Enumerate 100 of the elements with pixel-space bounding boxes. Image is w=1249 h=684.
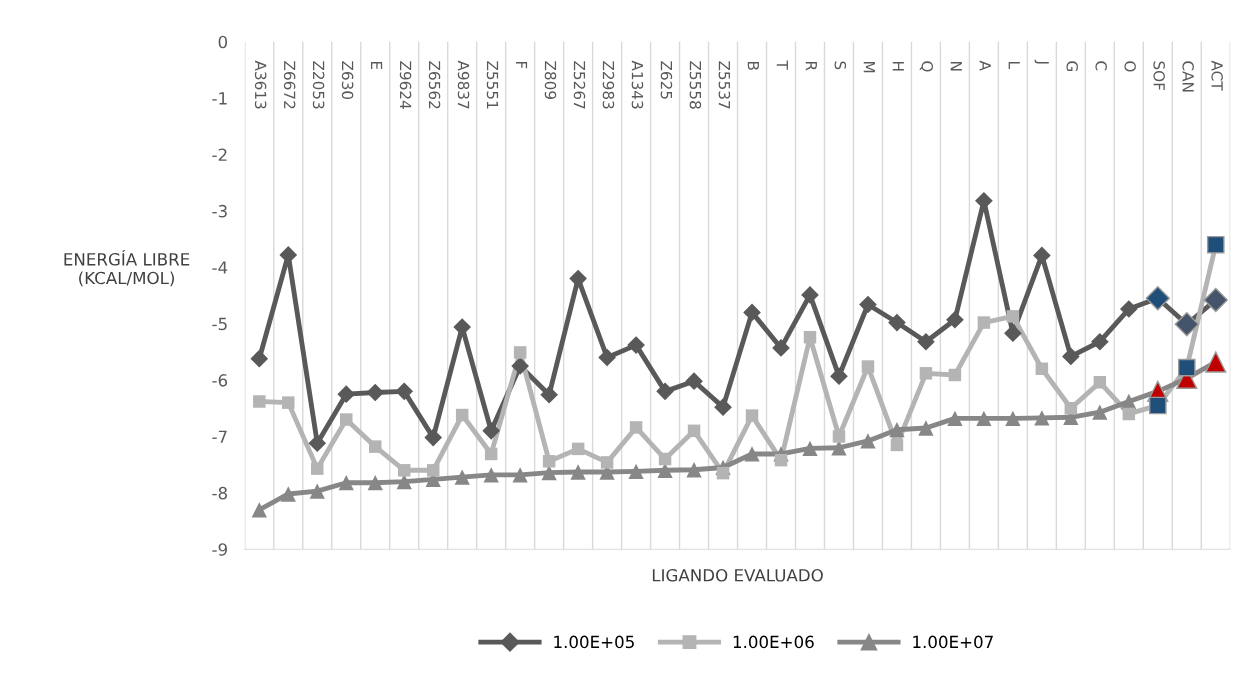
point — [946, 310, 964, 329]
point — [1092, 404, 1108, 420]
x-tick-label: M — [863, 61, 875, 73]
point — [1119, 300, 1138, 318]
point — [658, 452, 672, 466]
y-tick-label: -4 — [212, 261, 228, 274]
x-tick-label: Z5267 — [573, 61, 586, 109]
point — [1033, 246, 1051, 265]
point — [1006, 310, 1020, 323]
point — [1064, 402, 1078, 415]
point — [888, 313, 906, 332]
x-tick-label: F — [515, 61, 528, 69]
y-tick-label: -2 — [212, 148, 227, 161]
point — [484, 447, 498, 461]
point — [368, 440, 382, 453]
x-tick-label: Z2053 — [312, 61, 325, 109]
point — [513, 346, 527, 359]
x-axis-title: LIGANDO EVALUADO — [652, 568, 823, 582]
x-tick-label: Q — [919, 61, 934, 72]
x-tick-label: Z6672 — [283, 61, 296, 109]
point — [569, 269, 587, 288]
point — [512, 467, 528, 483]
point — [1121, 393, 1137, 410]
point — [366, 383, 385, 402]
point — [311, 462, 324, 475]
x-tick-label: C — [1095, 61, 1107, 71]
point — [367, 475, 383, 491]
point — [627, 336, 645, 354]
x-tick-label: Z5551 — [486, 61, 499, 109]
y-tick-label: -6 — [212, 374, 228, 387]
x-tick-label: H — [892, 61, 904, 71]
point — [338, 475, 354, 491]
point — [1091, 332, 1109, 351]
x-tick-label: Z2983 — [602, 61, 615, 109]
x-tick-label: E — [371, 61, 383, 70]
x-tick-label: T — [776, 60, 788, 70]
x-tick-label: Z9624 — [399, 61, 412, 109]
point — [917, 332, 935, 351]
x-tick-label: L — [1008, 61, 1020, 69]
point — [1122, 407, 1136, 421]
x-tick-label: CAN — [1182, 61, 1194, 92]
x-tick-label: S — [834, 61, 847, 70]
point — [831, 440, 847, 456]
point — [685, 372, 703, 391]
point — [253, 395, 266, 408]
x-tick-label: B — [747, 61, 759, 70]
point — [482, 421, 501, 440]
point — [774, 453, 788, 467]
point — [890, 438, 904, 452]
point — [744, 446, 760, 462]
x-tick-label: A9837 — [457, 60, 470, 109]
point — [598, 348, 616, 367]
point — [628, 463, 644, 480]
point — [1034, 410, 1050, 426]
point — [282, 396, 295, 409]
point — [455, 408, 469, 422]
y-tick-label: -3 — [212, 204, 227, 218]
x-tick-label: A1343 — [631, 60, 644, 109]
point — [919, 367, 933, 380]
x-tick-label: O — [1124, 61, 1136, 72]
point — [309, 483, 325, 499]
point — [743, 303, 761, 322]
point — [803, 330, 817, 344]
point — [656, 382, 674, 401]
point — [976, 410, 992, 427]
point — [570, 464, 586, 480]
x-tick-label: J — [1034, 59, 1049, 64]
x-tick-label: SOF — [1153, 61, 1165, 91]
point — [1035, 362, 1049, 376]
y-tick-label: -7 — [212, 430, 227, 443]
y-tick-label: 0 — [218, 35, 228, 49]
point — [1005, 410, 1021, 427]
point — [251, 502, 267, 518]
point — [948, 368, 962, 382]
point — [571, 442, 585, 456]
point — [337, 385, 356, 404]
legend-label: 1.00E+05 — [554, 635, 634, 649]
point — [745, 409, 759, 422]
point — [542, 455, 556, 468]
x-tick-label: R — [805, 61, 817, 71]
x-tick-label: Z5537 — [718, 61, 731, 109]
point — [280, 486, 296, 502]
point — [859, 295, 877, 314]
x-tick-label: Z630 — [341, 61, 354, 100]
x-tick-label: Z5558 — [689, 61, 702, 109]
point — [340, 413, 353, 426]
point — [454, 469, 470, 485]
y-tick-label: -9 — [212, 543, 227, 556]
y-tick-label: -8 — [212, 486, 227, 500]
x-tick-label: A — [979, 60, 991, 71]
x-tick-label: Z6562 — [428, 61, 441, 109]
point — [918, 420, 934, 436]
point — [889, 422, 905, 438]
point — [716, 466, 730, 480]
point — [395, 382, 414, 401]
x-tick-label: Z809 — [544, 61, 557, 99]
point — [687, 424, 701, 438]
point — [1062, 347, 1080, 366]
point — [308, 434, 327, 453]
point — [424, 428, 443, 447]
